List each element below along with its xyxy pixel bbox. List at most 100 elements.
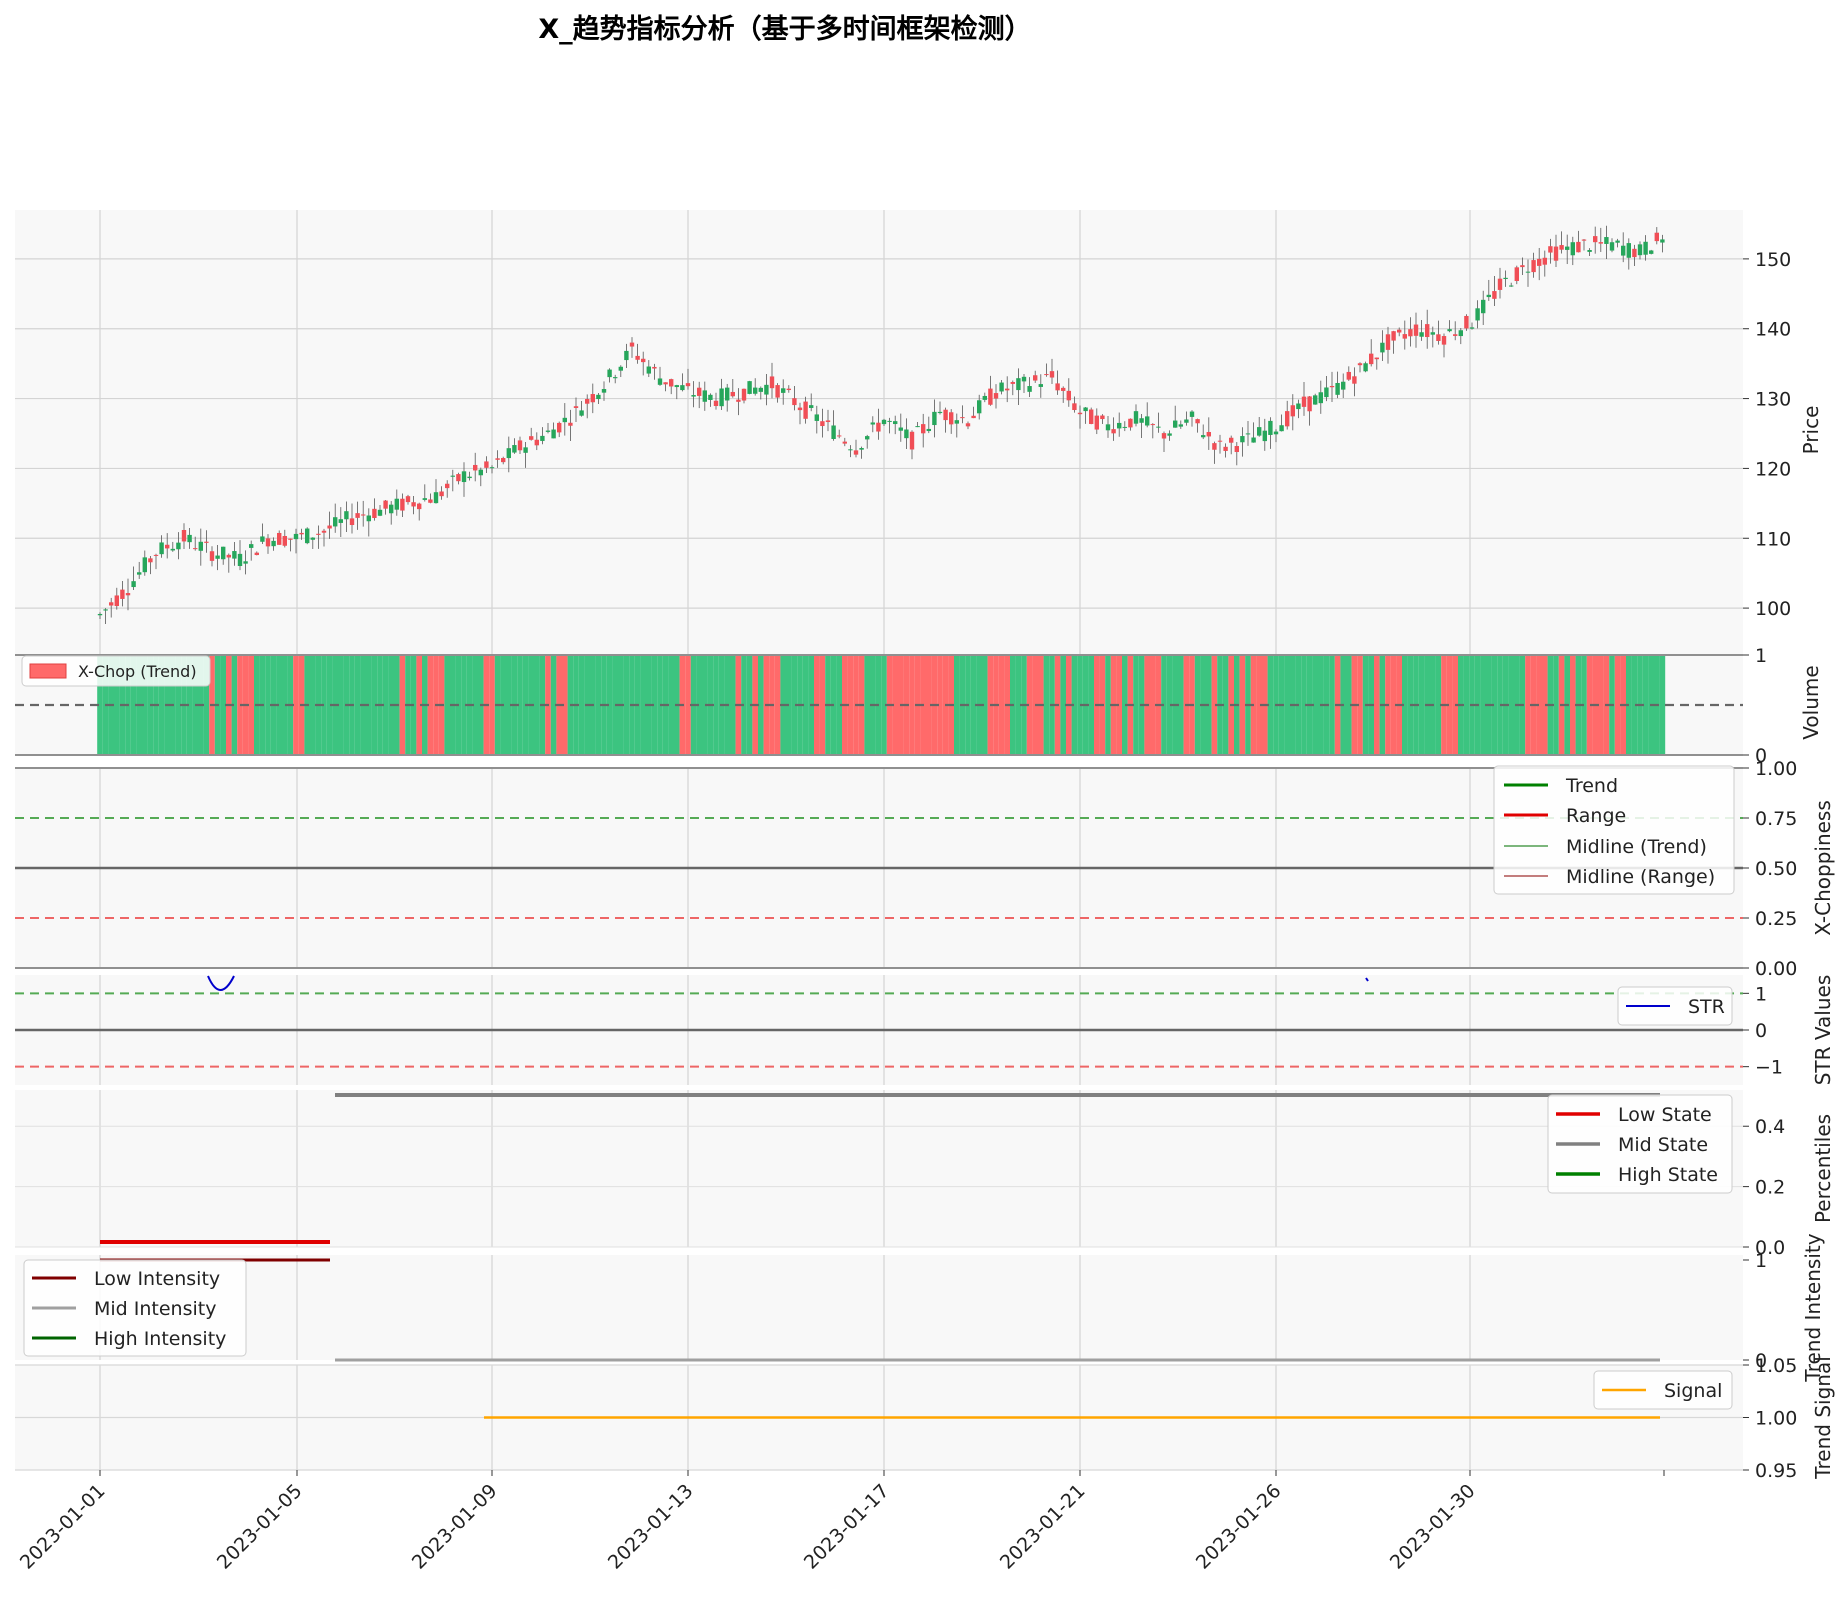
- volume-bar: [937, 655, 943, 755]
- candle-body: [909, 431, 915, 450]
- candle-body: [803, 401, 808, 419]
- candle-body: [1184, 419, 1189, 423]
- percentiles-panel: 0.0 0.2 0.4 Percentiles Low State Mid State Hi…: [15, 1090, 1835, 1259]
- volume-bar: [702, 655, 708, 755]
- percentiles-legend-low: Low State: [1618, 1104, 1712, 1126]
- volume-bar: [186, 655, 193, 755]
- candle-body: [1335, 382, 1340, 395]
- volume-bar: [1614, 655, 1621, 755]
- candle-body: [165, 544, 170, 549]
- volume-bar: [444, 655, 450, 755]
- price-ytick-label: 130: [1755, 389, 1791, 411]
- candle-body: [1156, 426, 1161, 428]
- candle-body: [1514, 267, 1519, 281]
- intensity-legend-high: High Intensity: [94, 1328, 226, 1350]
- candle-body: [137, 572, 142, 575]
- x-tick-label: 2023-01-21: [996, 1480, 1090, 1574]
- candle-body: [937, 411, 943, 414]
- candle-body: [764, 384, 769, 395]
- volume-bar: [982, 655, 988, 755]
- candle-body: [848, 449, 853, 451]
- candle-body: [652, 366, 657, 369]
- candle-body: [355, 513, 360, 518]
- volume-bar: [416, 655, 422, 755]
- candle-body: [215, 555, 220, 559]
- candle-body: [797, 407, 803, 411]
- candle-body: [1296, 403, 1301, 410]
- candle-body: [1189, 411, 1195, 417]
- candle-body: [1542, 257, 1547, 265]
- candle-body: [506, 448, 511, 459]
- volume-bar: [1346, 655, 1352, 755]
- candle-body: [411, 502, 416, 507]
- candle-body: [1279, 425, 1284, 432]
- xchop-legend-range: Range: [1566, 805, 1626, 827]
- candle-body: [489, 467, 495, 469]
- candle-body: [545, 430, 551, 432]
- candle-body: [1615, 240, 1620, 243]
- candle-body: [125, 593, 131, 596]
- candle-body: [338, 519, 343, 523]
- intensity-legend-mid: Mid Intensity: [94, 1298, 216, 1320]
- volume-bar: [685, 655, 691, 755]
- candle-body: [657, 378, 663, 385]
- candle-body: [305, 528, 310, 544]
- candle-body: [1609, 242, 1615, 251]
- volume-bar: [338, 655, 344, 755]
- candle-body: [473, 464, 478, 471]
- volume-bar: [220, 655, 226, 755]
- volume-bar: [142, 655, 148, 755]
- candle-body: [1038, 384, 1043, 387]
- candle-body: [1357, 363, 1363, 366]
- candle-body: [288, 538, 293, 540]
- candle-body: [433, 492, 439, 504]
- candle-body: [820, 421, 825, 427]
- percentiles-legend: [1547, 1094, 1733, 1194]
- volume-bar: [1239, 655, 1246, 755]
- candle-body: [512, 445, 517, 453]
- intensity-ylabel: Trend Intensity: [1801, 1233, 1825, 1382]
- candle-body: [988, 388, 993, 405]
- candle-body: [1660, 239, 1665, 243]
- candle-body: [1195, 419, 1200, 424]
- candle-body: [1021, 376, 1027, 382]
- volume-bar: [1553, 655, 1559, 755]
- candle-body: [439, 491, 444, 497]
- volume-bar: [746, 655, 753, 755]
- candle-body: [344, 511, 349, 520]
- candle-body: [736, 399, 741, 402]
- x-tick-label: 2023-01-17: [800, 1480, 894, 1574]
- candle-body: [293, 533, 299, 540]
- volume-bar: [1542, 655, 1548, 755]
- candle-body: [1251, 437, 1256, 443]
- intensity-legend: [23, 1259, 247, 1357]
- candle-body: [445, 483, 450, 489]
- xchop-legend-midline-trend: Midline (Trend): [1566, 836, 1707, 858]
- candle-body: [1469, 327, 1475, 329]
- price-ytick-label: 120: [1755, 458, 1791, 480]
- volume-bar: [534, 655, 540, 755]
- percentiles-background: [15, 1090, 1743, 1247]
- str-ylabel: STR Values: [1811, 975, 1835, 1086]
- volume-bar: [1659, 655, 1666, 755]
- candle-body: [1581, 239, 1587, 241]
- candle-body: [1139, 418, 1144, 423]
- candle-body: [405, 496, 411, 503]
- candle-body: [971, 415, 976, 419]
- candle-body: [1548, 246, 1553, 253]
- volume-bar: [651, 655, 658, 755]
- candle-body: [265, 538, 271, 547]
- volume-bar: [506, 655, 512, 755]
- candle-body: [781, 388, 786, 393]
- candle-body: [1313, 395, 1318, 405]
- candle-body: [725, 387, 730, 401]
- candle-body: [1391, 331, 1396, 341]
- volume-bar: [1178, 655, 1184, 755]
- volume-bar: [354, 655, 361, 755]
- candle-body: [1520, 265, 1525, 268]
- candle-body: [209, 551, 215, 561]
- candle-body: [1301, 396, 1307, 407]
- candle-body: [1385, 334, 1391, 350]
- xchop-panel: 0.00 0.25 0.50 0.75 1.00 X-Choppiness Trend Ran…: [15, 758, 1835, 980]
